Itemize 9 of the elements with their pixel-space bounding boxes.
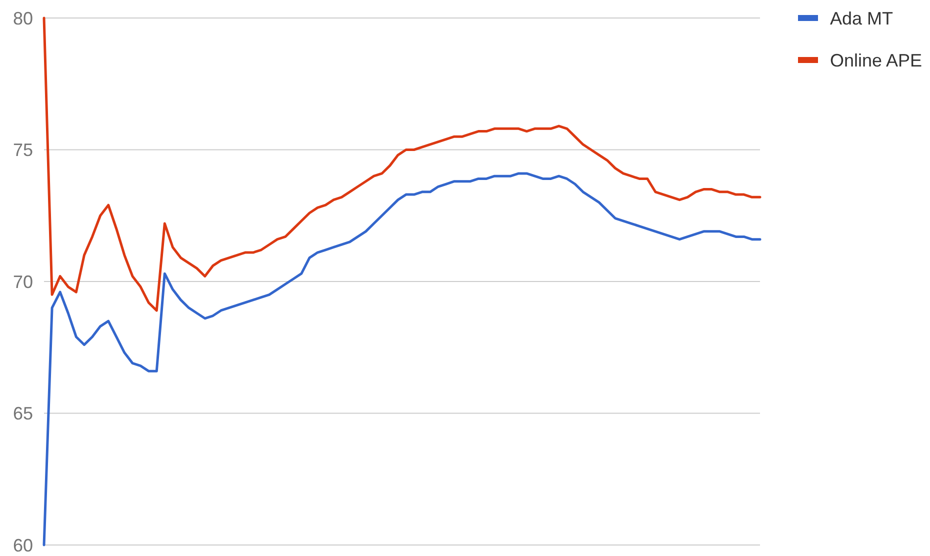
y-tick-label: 70 [12, 272, 33, 292]
line-series [42, 172, 762, 546]
y-tick-label: 80 [12, 8, 33, 28]
legend-label: Online APE [830, 50, 922, 70]
y-tick-label: 60 [12, 535, 33, 556]
legend-label: Ada MT [830, 8, 894, 28]
y-tick-label: 75 [12, 140, 33, 160]
y-tick-label: 65 [12, 404, 33, 424]
line-series [42, 16, 762, 312]
